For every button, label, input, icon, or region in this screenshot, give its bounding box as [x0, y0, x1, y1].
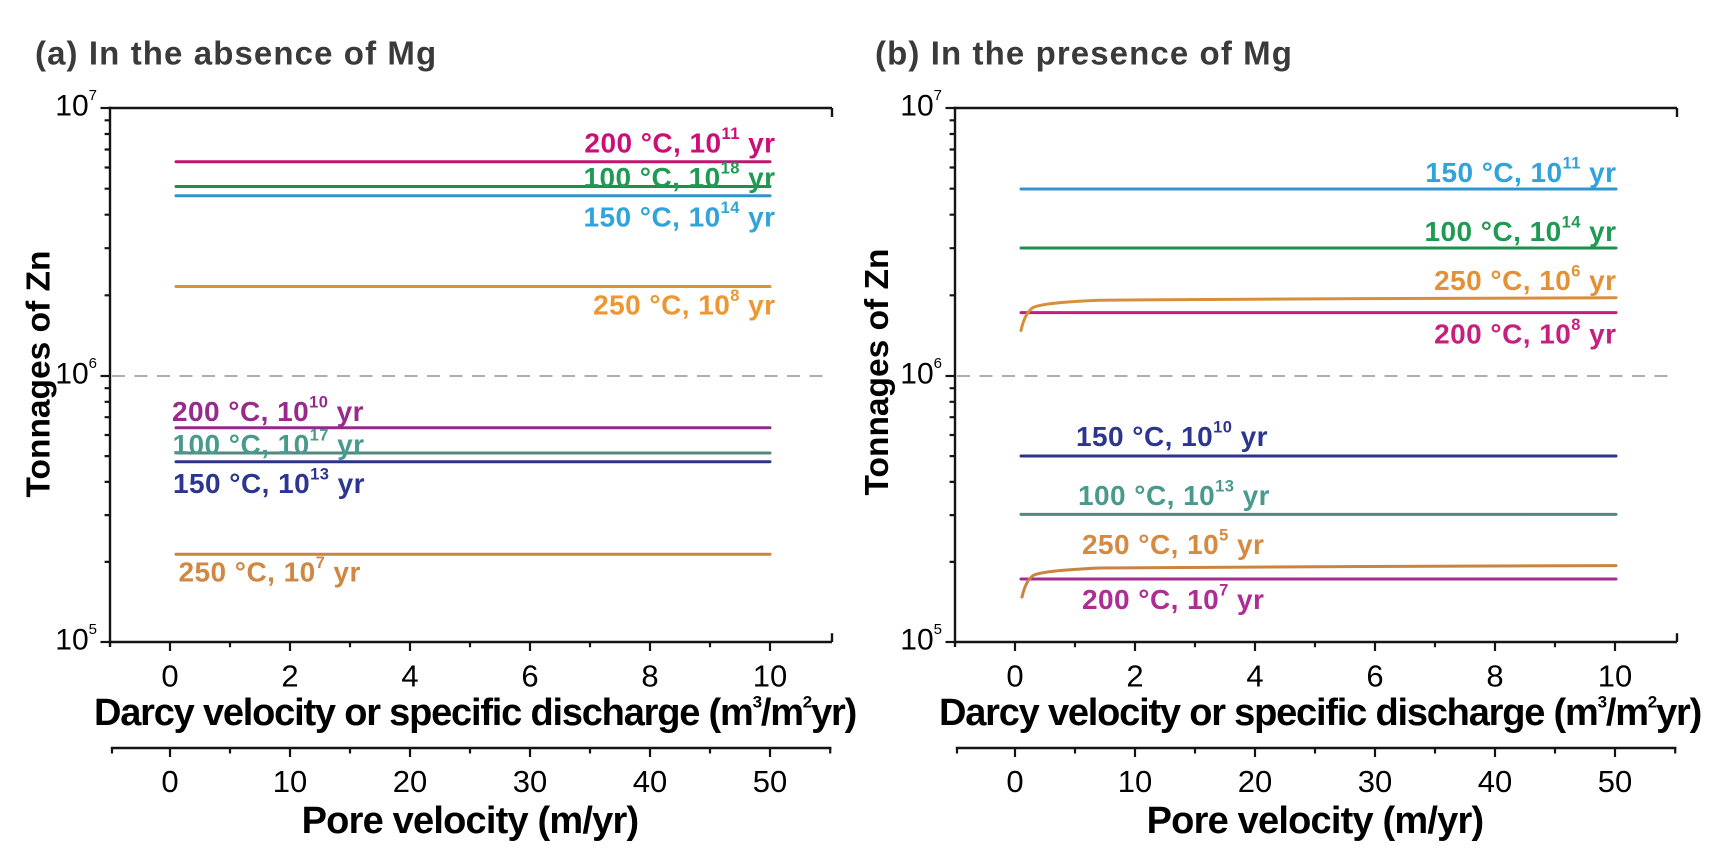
svg-text:0: 0: [161, 659, 178, 694]
svg-text:50: 50: [753, 764, 787, 799]
svg-text:150 °C, 1014 yr: 150 °C, 1014 yr: [584, 199, 776, 233]
svg-text:150 °C, 1013 yr: 150 °C, 1013 yr: [173, 466, 365, 500]
svg-text:10: 10: [1118, 764, 1152, 799]
svg-text:Pore velocity (m/yr): Pore velocity (m/yr): [1147, 800, 1484, 842]
svg-text:100 °C, 1018 yr: 100 °C, 1018 yr: [584, 160, 776, 194]
svg-text:250 °C, 105 yr: 250 °C, 105 yr: [1082, 527, 1264, 561]
svg-text:150 °C, 1011 yr: 150 °C, 1011 yr: [1425, 155, 1616, 189]
svg-text:250 °C, 108 yr: 250 °C, 108 yr: [593, 287, 775, 321]
svg-text:200 °C, 108 yr: 200 °C, 108 yr: [1434, 316, 1616, 350]
svg-text:150 °C, 1010 yr: 150 °C, 1010 yr: [1076, 419, 1268, 453]
svg-text:Darcy velocity or specific dis: Darcy velocity or specific discharge (m3…: [94, 692, 856, 734]
svg-text:40: 40: [1478, 764, 1512, 799]
svg-text:10: 10: [753, 659, 787, 694]
svg-text:0: 0: [1006, 659, 1023, 694]
svg-text:8: 8: [1486, 659, 1503, 694]
svg-text:30: 30: [513, 764, 547, 799]
svg-text:100 °C, 1013 yr: 100 °C, 1013 yr: [1078, 478, 1270, 512]
svg-text:100 °C, 1017 yr: 100 °C, 1017 yr: [173, 426, 365, 460]
svg-text:40: 40: [633, 764, 667, 799]
svg-text:50: 50: [1598, 764, 1632, 799]
svg-text:(a) In the absence of Mg: (a) In the absence of Mg: [35, 35, 437, 72]
svg-text:Pore velocity (m/yr): Pore velocity (m/yr): [302, 800, 639, 842]
svg-text:200 °C, 107 yr: 200 °C, 107 yr: [1082, 582, 1264, 616]
svg-text:2: 2: [1126, 659, 1143, 694]
svg-text:100 °C, 1014 yr: 100 °C, 1014 yr: [1425, 214, 1617, 248]
svg-text:Tonnages of Zn: Tonnages of Zn: [21, 251, 58, 498]
svg-text:20: 20: [1238, 764, 1272, 799]
svg-text:250 °C, 106 yr: 250 °C, 106 yr: [1434, 263, 1616, 297]
svg-text:6: 6: [521, 659, 538, 694]
svg-text:0: 0: [161, 764, 178, 799]
svg-text:2: 2: [281, 659, 298, 694]
svg-text:200 °C, 1011 yr: 200 °C, 1011 yr: [584, 125, 775, 159]
svg-text:10: 10: [1598, 659, 1632, 694]
svg-text:250 °C, 107 yr: 250 °C, 107 yr: [179, 554, 361, 588]
svg-text:10: 10: [273, 764, 307, 799]
svg-text:200 °C, 1010 yr: 200 °C, 1010 yr: [172, 394, 364, 428]
svg-text:4: 4: [1246, 659, 1263, 694]
svg-text:Tonnages of Zn: Tonnages of Zn: [859, 249, 896, 496]
svg-text:4: 4: [401, 659, 418, 694]
svg-text:8: 8: [641, 659, 658, 694]
svg-text:Darcy velocity or specific dis: Darcy velocity or specific discharge (m3…: [939, 692, 1701, 734]
svg-text:0: 0: [1006, 764, 1023, 799]
svg-text:20: 20: [393, 764, 427, 799]
svg-text:6: 6: [1366, 659, 1383, 694]
svg-text:(b) In the presence of Mg: (b) In the presence of Mg: [875, 35, 1293, 72]
svg-text:30: 30: [1358, 764, 1392, 799]
